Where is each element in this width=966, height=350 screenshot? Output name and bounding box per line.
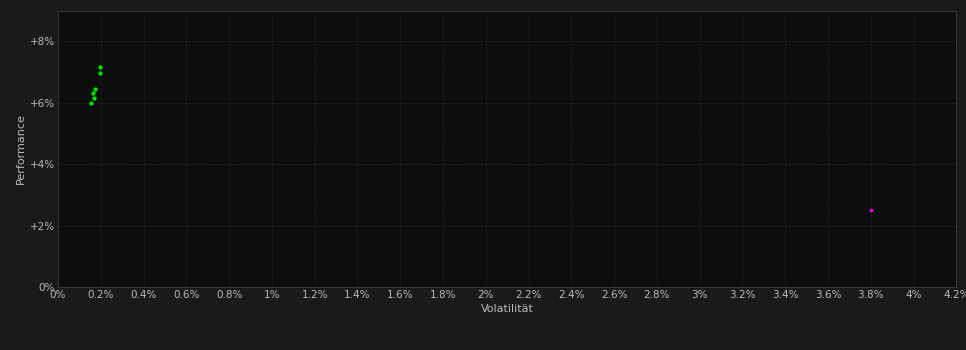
- Point: [88, 86, 103, 92]
- Point: [863, 208, 878, 213]
- X-axis label: Volatilität: Volatilität: [481, 304, 533, 314]
- Point: [83, 100, 99, 105]
- Point: [92, 64, 107, 70]
- Y-axis label: Performance: Performance: [15, 113, 26, 184]
- Point: [86, 91, 101, 96]
- Point: [87, 95, 102, 101]
- Point: [92, 71, 107, 76]
